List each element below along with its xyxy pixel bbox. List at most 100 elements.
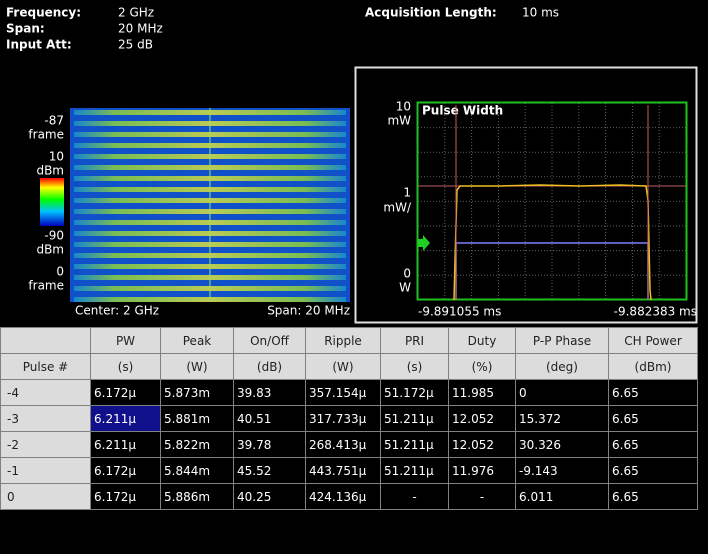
table-cell: 5.886m	[160, 483, 234, 510]
column-header: P-P Phase	[515, 327, 609, 354]
column-header: (%)	[448, 353, 516, 380]
y-label: W	[399, 281, 411, 295]
table-cell: 6.172µ	[90, 379, 161, 406]
table-cell: 5.873m	[160, 379, 234, 406]
label: Acquisition Length:	[365, 6, 497, 20]
axis-label: Span: 20 MHz	[267, 304, 350, 318]
table-row: PW Peak On/Off Ripple PRI Duty P-P Phase CH Pow…	[0, 327, 698, 354]
table-cell: -9.143	[515, 457, 609, 484]
row-header: 0	[0, 483, 91, 510]
value: 10 ms	[522, 6, 559, 20]
scale-label: -87	[44, 114, 64, 128]
axis-label: Center: 2 GHz	[75, 304, 159, 318]
table-cell: 5.822m	[160, 431, 234, 458]
label: Frequency:	[6, 6, 81, 20]
column-header: CH Power	[608, 327, 698, 354]
table-cell: 268.413µ	[305, 431, 381, 458]
row-header: -2	[0, 431, 91, 458]
table-cell: 11.976	[448, 457, 516, 484]
y-label: 1	[403, 186, 411, 200]
column-header: (W)	[160, 353, 234, 380]
scale-label: frame	[28, 279, 64, 293]
results-table: PW Peak On/Off Ripple PRI Duty P-P Phase CH Pow…	[0, 327, 698, 510]
table-cell: 6.211µ	[90, 431, 161, 458]
table-cell: 6.65	[608, 483, 698, 510]
column-header: Duty	[448, 327, 516, 354]
scale-label: dBm	[36, 243, 64, 257]
table-cell: 39.78	[233, 431, 306, 458]
column-header: (dBm)	[608, 353, 698, 380]
column-header: On/Off	[233, 327, 306, 354]
column-header: Pulse #	[0, 353, 91, 380]
table-cell: 6.65	[608, 405, 698, 432]
table-cell: 424.136µ	[305, 483, 381, 510]
y-label: 0	[403, 267, 411, 281]
table-cell: -	[448, 483, 516, 510]
table-cell: 443.751µ	[305, 457, 381, 484]
table-cell: 39.83	[233, 379, 306, 406]
table-cell: 30.326	[515, 431, 609, 458]
table-cell: 11.985	[448, 379, 516, 406]
scale-label: -90	[44, 229, 64, 243]
column-header: (W)	[305, 353, 381, 380]
column-header: (deg)	[515, 353, 609, 380]
table-row: Pulse # (s) (W) (dB) (W) (s) (%) (deg) (dBm)	[0, 353, 698, 380]
table-cell: 317.733µ	[305, 405, 381, 432]
column-header: Ripple	[305, 327, 381, 354]
table-cell: 40.51	[233, 405, 306, 432]
table-cell: -	[380, 483, 449, 510]
y-label: mW/	[383, 201, 412, 215]
table-row: -3 6.211µ 5.881m 40.51 317.733µ 51.211µ 12.052…	[0, 405, 698, 432]
y-label: mW	[387, 114, 411, 128]
table-cell: 51.211µ	[380, 457, 449, 484]
table-cell: 6.172µ	[90, 483, 161, 510]
column-header	[0, 327, 91, 354]
scale-label: frame	[28, 128, 64, 142]
row-header: -4	[0, 379, 91, 406]
table-cell: 51.211µ	[380, 431, 449, 458]
value: 2 GHz	[118, 6, 154, 20]
label: Input Att:	[6, 38, 72, 52]
table-cell: 6.65	[608, 457, 698, 484]
column-header: Peak	[160, 327, 234, 354]
table-row: -4 6.172µ 5.873m 39.83 357.154µ 51.172µ 11.985…	[0, 379, 698, 406]
column-header: (s)	[90, 353, 161, 380]
table-cell: 12.052	[448, 405, 516, 432]
row-header: -3	[0, 405, 91, 432]
y-label: 10	[396, 100, 411, 114]
scale-label: 10	[49, 150, 64, 164]
table-cell: 0	[515, 379, 609, 406]
table-row: -2 6.211µ 5.822m 39.78 268.413µ 51.211µ 12.052…	[0, 431, 698, 458]
spectrogram	[70, 108, 350, 302]
table-cell: 51.211µ	[380, 405, 449, 432]
table-cell: 6.65	[608, 379, 698, 406]
table-cell: 6.172µ	[90, 457, 161, 484]
display: Frequency: 2 GHz Span: 20 MHz Input Att:…	[6, 6, 698, 324]
x-label: -9.891055 ms	[418, 305, 501, 319]
x-label: -9.882383 ms	[614, 305, 697, 319]
table-cell: 40.25	[233, 483, 306, 510]
table-cell: 5.881m	[160, 405, 234, 432]
table-cell: 6.011	[515, 483, 609, 510]
column-header: PRI	[380, 327, 449, 354]
table-cell: 6.211µ	[90, 405, 161, 432]
plot-panel	[354, 66, 698, 324]
value: 25 dB	[118, 38, 153, 52]
level-arrow	[418, 235, 430, 251]
scale-label: 0	[56, 265, 64, 279]
value: 20 MHz	[118, 22, 163, 36]
table-cell: 5.844m	[160, 457, 234, 484]
table-cell: 15.372	[515, 405, 609, 432]
label: Span:	[6, 22, 45, 36]
plot-frame	[416, 101, 688, 301]
table-cell: 51.172µ	[380, 379, 449, 406]
plot-title: Pulse Width	[422, 104, 503, 118]
column-header: (s)	[380, 353, 449, 380]
scale-label: dBm	[36, 164, 64, 178]
table-row: -1 6.172µ 5.844m 45.52 443.751µ 51.211µ 11.976…	[0, 457, 698, 484]
table-row: 0 6.172µ 5.886m 40.25 424.136µ - -6.011 6.65	[0, 483, 698, 510]
table-cell: 6.65	[608, 431, 698, 458]
column-header: (dB)	[233, 353, 306, 380]
table-cell: 357.154µ	[305, 379, 381, 406]
